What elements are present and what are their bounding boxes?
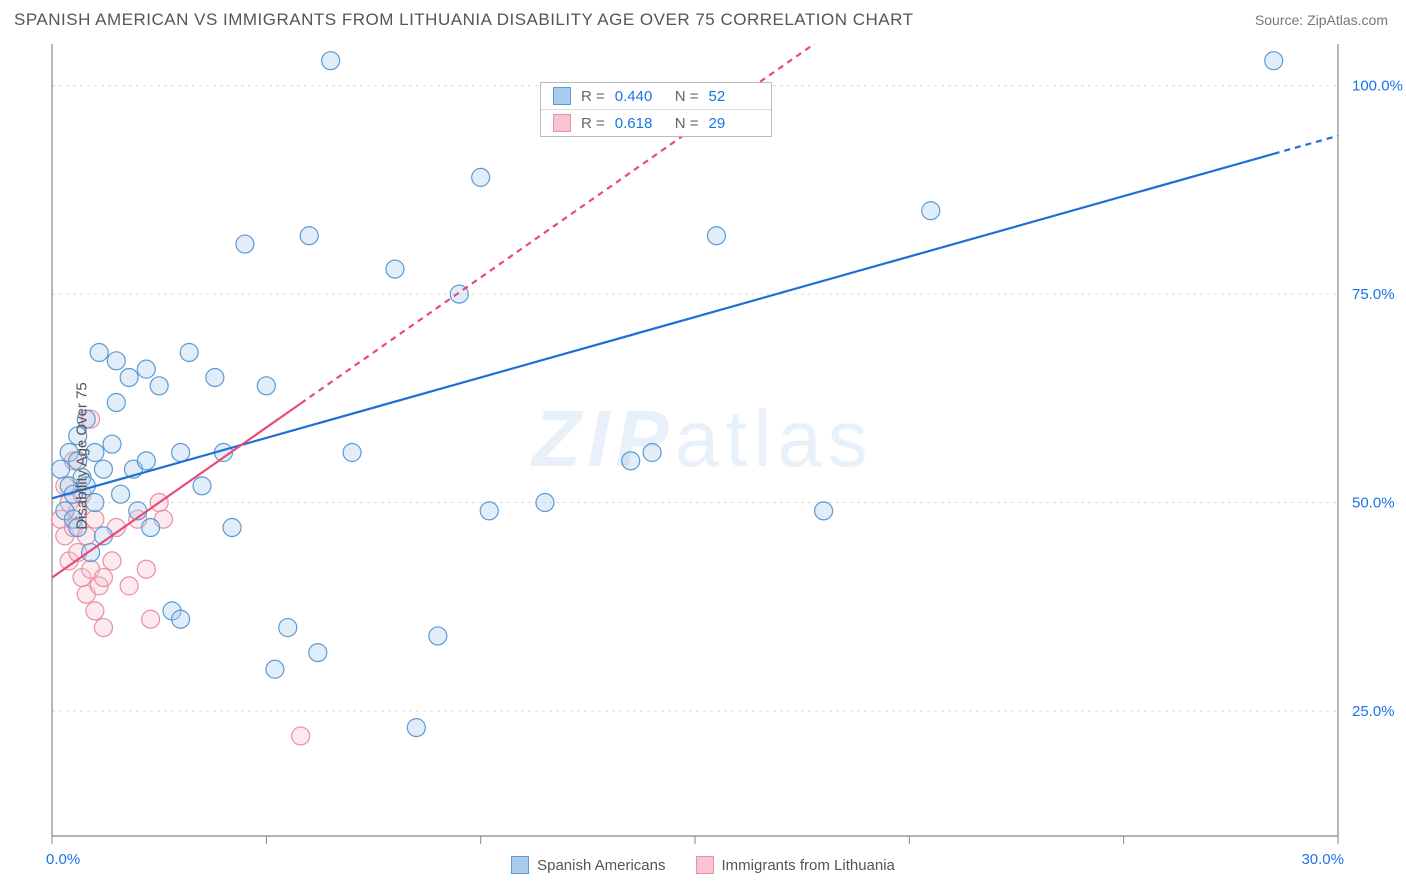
data-point — [480, 502, 498, 520]
data-point — [137, 560, 155, 578]
scatter-chart: 25.0%50.0%75.0%100.0%0.0%30.0% — [0, 36, 1406, 876]
data-point — [223, 519, 241, 537]
r-value: 0.618 — [615, 115, 665, 132]
r-label: R = — [581, 115, 605, 132]
data-point — [120, 577, 138, 595]
data-point — [172, 610, 190, 628]
data-point — [300, 227, 318, 245]
data-point — [536, 494, 554, 512]
data-point — [52, 460, 70, 478]
chart-area: Disability Age Over 75 25.0% 50.0% 75.0% 10… — [0, 36, 1406, 876]
r-value: 0.440 — [615, 88, 665, 105]
title-bar: SPANISH AMERICAN VS IMMIGRANTS FROM LITH… — [0, 0, 1406, 36]
svg-text:100.0%: 100.0% — [1352, 78, 1403, 95]
legend-item: Spanish Americans — [511, 856, 665, 874]
n-label: N = — [675, 115, 699, 132]
data-point — [322, 52, 340, 70]
data-point — [120, 368, 138, 386]
legend-swatch — [553, 87, 571, 105]
data-point — [94, 460, 112, 478]
data-point — [137, 360, 155, 378]
svg-text:75.0%: 75.0% — [1352, 286, 1395, 303]
n-label: N = — [675, 88, 699, 105]
data-point — [103, 435, 121, 453]
n-value: 52 — [709, 88, 759, 105]
data-point — [86, 602, 104, 620]
data-point — [279, 619, 297, 637]
data-point — [150, 377, 168, 395]
data-point — [343, 444, 361, 462]
data-point — [643, 444, 661, 462]
correlation-legend: R = 0.440 N = 52 R = 0.618 N = 29 — [540, 82, 772, 137]
n-value: 29 — [709, 115, 759, 132]
data-point — [142, 519, 160, 537]
data-point — [292, 727, 310, 745]
data-point — [142, 610, 160, 628]
r-label: R = — [581, 88, 605, 105]
data-point — [429, 627, 447, 645]
data-point — [236, 235, 254, 253]
data-point — [180, 343, 198, 361]
data-point — [266, 660, 284, 678]
trend-line-extrapolated — [301, 36, 1338, 403]
legend-label: Immigrants from Lithuania — [722, 857, 895, 874]
data-point — [472, 168, 490, 186]
trend-line — [52, 154, 1274, 499]
data-point — [193, 477, 211, 495]
data-point — [107, 393, 125, 411]
data-point — [107, 352, 125, 370]
trend-line-extrapolated — [1274, 136, 1338, 154]
data-point — [309, 644, 327, 662]
data-point — [172, 444, 190, 462]
data-point — [922, 202, 940, 220]
svg-text:50.0%: 50.0% — [1352, 495, 1395, 512]
legend-swatch — [553, 114, 571, 132]
data-point — [103, 552, 121, 570]
data-point — [815, 502, 833, 520]
correlation-row: R = 0.618 N = 29 — [541, 110, 771, 136]
data-point — [1265, 52, 1283, 70]
data-point — [257, 377, 275, 395]
legend-swatch — [696, 856, 714, 874]
data-point — [386, 260, 404, 278]
data-point — [90, 343, 108, 361]
data-point — [206, 368, 224, 386]
chart-title: SPANISH AMERICAN VS IMMIGRANTS FROM LITH… — [14, 10, 913, 30]
correlation-row: R = 0.440 N = 52 — [541, 83, 771, 110]
data-point — [137, 452, 155, 470]
legend-item: Immigrants from Lithuania — [696, 856, 895, 874]
svg-text:25.0%: 25.0% — [1352, 703, 1395, 720]
data-point — [707, 227, 725, 245]
y-axis-label: Disability Age Over 75 — [73, 382, 90, 530]
data-point — [622, 452, 640, 470]
legend-swatch — [511, 856, 529, 874]
series-legend: Spanish Americans Immigrants from Lithuan… — [0, 856, 1406, 874]
data-point — [112, 485, 130, 503]
data-point — [94, 569, 112, 587]
data-point — [407, 719, 425, 737]
source-label: Source: ZipAtlas.com — [1255, 12, 1388, 28]
data-point — [94, 619, 112, 637]
legend-label: Spanish Americans — [537, 857, 665, 874]
